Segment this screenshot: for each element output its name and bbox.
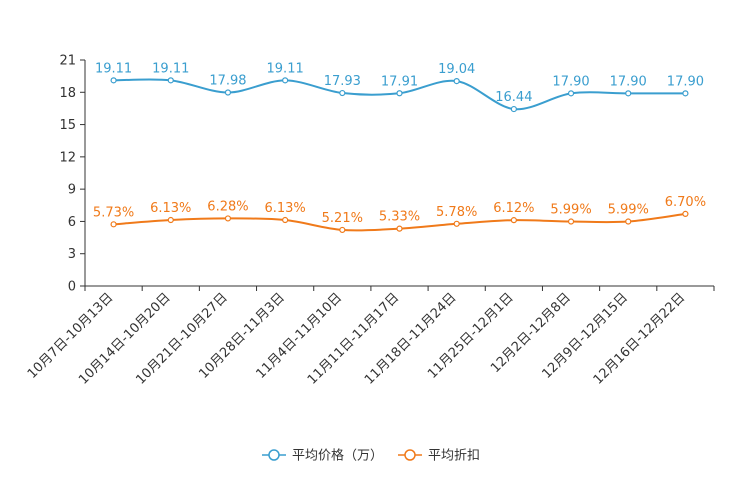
- data-point[interactable]: [625, 90, 632, 97]
- y-tick-label: 21: [59, 54, 76, 69]
- data-label: 6.13%: [150, 201, 191, 216]
- data-point[interactable]: [110, 221, 117, 228]
- data-point[interactable]: [453, 220, 460, 227]
- legend-marker: [268, 449, 280, 461]
- y-tick-label: 15: [59, 118, 76, 133]
- data-point[interactable]: [339, 226, 346, 234]
- data-label: 16.44: [495, 90, 532, 105]
- y-tick-label: 0: [68, 280, 76, 295]
- axes: 03691215182110月7日-10月13日10月14日-10月20日10月…: [25, 54, 715, 388]
- data-label: 5.99%: [550, 203, 591, 218]
- data-point[interactable]: [282, 77, 289, 84]
- legend-label: 平均价格（万）: [292, 448, 383, 464]
- y-tick-label: 9: [68, 183, 76, 198]
- data-point[interactable]: [396, 225, 403, 232]
- data-point[interactable]: [510, 217, 517, 224]
- data-label: 5.78%: [436, 205, 477, 220]
- data-label: 17.98: [209, 74, 246, 89]
- data-label: 19.11: [152, 61, 189, 76]
- data-point[interactable]: [110, 77, 117, 84]
- data-label: 19.04: [438, 62, 475, 77]
- data-point[interactable]: [510, 105, 517, 113]
- data-label: 6.12%: [493, 201, 534, 216]
- data-label: 17.90: [610, 74, 647, 89]
- data-point[interactable]: [282, 216, 289, 224]
- data-label: 17.91: [381, 74, 418, 89]
- data-label: 17.90: [552, 74, 589, 89]
- data-point[interactable]: [625, 218, 632, 225]
- legend-item-2[interactable]: 平均折扣: [398, 449, 480, 464]
- data-label: 5.33%: [379, 210, 420, 225]
- data-label: 19.11: [95, 61, 132, 76]
- data-point[interactable]: [567, 90, 575, 97]
- data-point[interactable]: [167, 77, 174, 84]
- data-point[interactable]: [224, 89, 232, 96]
- legend-label: 平均折扣: [428, 449, 480, 464]
- data-label: 17.90: [667, 74, 704, 89]
- legend-marker: [404, 449, 416, 461]
- data-label: 6.28%: [207, 199, 248, 214]
- data-label: 6.13%: [264, 201, 305, 216]
- data-point[interactable]: [682, 90, 689, 97]
- legend-item-1[interactable]: 平均价格（万）: [262, 448, 383, 464]
- data-label: 17.93: [324, 74, 361, 89]
- data-point[interactable]: [453, 77, 460, 85]
- data-point[interactable]: [167, 216, 174, 224]
- data-label: 19.11: [267, 61, 304, 76]
- series-layer: 19.11 19.11 17.98 19.11 17.93 17.91 19.04 16.44…: [93, 61, 706, 234]
- data-label: 5.73%: [93, 205, 134, 220]
- y-tick-label: 18: [59, 86, 76, 101]
- y-tick-label: 6: [68, 215, 76, 230]
- data-label: 6.70%: [665, 195, 706, 210]
- data-label: 5.99%: [608, 203, 649, 218]
- series-1: 19.11 19.11 17.98 19.11 17.93 17.91 19.04 16.44…: [95, 61, 704, 113]
- data-point[interactable]: [682, 210, 689, 217]
- y-tick-label: 3: [68, 247, 76, 262]
- data-point[interactable]: [224, 215, 232, 222]
- data-point[interactable]: [396, 90, 403, 97]
- data-point[interactable]: [567, 218, 575, 225]
- data-point[interactable]: [339, 89, 346, 97]
- series-2: 5.73% 6.13% 6.28% 6.13% 5.21% 5.33% 5.78% 6.12%…: [93, 195, 706, 234]
- data-label: 5.21%: [322, 211, 363, 226]
- legend[interactable]: 平均价格（万） 平均折扣: [262, 448, 480, 464]
- y-tick-label: 12: [59, 150, 76, 165]
